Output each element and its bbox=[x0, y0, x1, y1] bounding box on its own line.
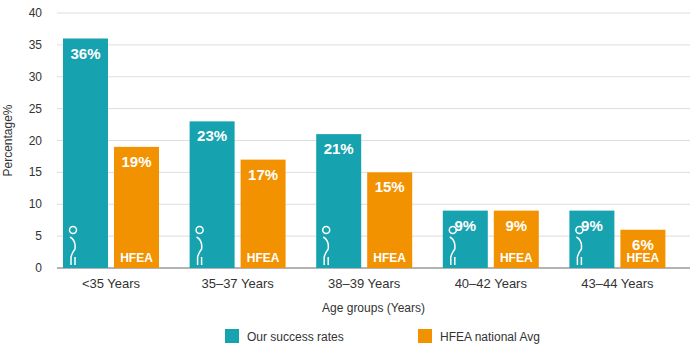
bar bbox=[114, 147, 159, 268]
grid-line bbox=[57, 140, 690, 141]
bar bbox=[63, 39, 108, 269]
y-tick-label: 20 bbox=[29, 134, 43, 148]
data-label: 15% bbox=[375, 178, 405, 195]
y-tick-label: 15 bbox=[29, 165, 43, 179]
bar bbox=[316, 134, 361, 268]
data-label: 23% bbox=[197, 127, 227, 144]
y-tick-label: 35 bbox=[29, 38, 43, 52]
icon-body bbox=[70, 237, 75, 265]
x-tick-label: 35–37 Years bbox=[201, 276, 274, 291]
data-label: 9% bbox=[505, 217, 527, 234]
y-tick-label: 25 bbox=[29, 102, 43, 116]
y-tick-label: 30 bbox=[29, 70, 43, 84]
data-label: 17% bbox=[248, 166, 278, 183]
data-label: 9% bbox=[454, 217, 476, 234]
bars bbox=[63, 39, 665, 269]
bar bbox=[241, 160, 286, 268]
bar-annotation: HFEA bbox=[500, 251, 533, 265]
icon bbox=[70, 227, 77, 266]
labels: <35 Years 36% 19% HFEA 35–37 Years 23% 17% HFEA… bbox=[70, 45, 660, 292]
bar bbox=[569, 211, 614, 268]
bar bbox=[443, 211, 488, 268]
bar-annotation: HFEA bbox=[247, 251, 280, 265]
bar-annotation: HFEA bbox=[373, 251, 406, 265]
icon bbox=[196, 227, 203, 266]
y-axis-title: Percentage% bbox=[1, 104, 15, 176]
icon-head bbox=[449, 227, 456, 234]
icon-body bbox=[323, 237, 328, 265]
x-tick-label: 38–39 Years bbox=[328, 276, 401, 291]
y-tick-label: 40 bbox=[29, 6, 43, 20]
bar bbox=[494, 211, 539, 268]
icon bbox=[449, 227, 456, 266]
legend-swatch bbox=[225, 329, 239, 343]
bar bbox=[367, 172, 412, 268]
icon-head bbox=[576, 227, 583, 234]
y-tick-label: 5 bbox=[35, 229, 42, 243]
legend-label: Our success rates bbox=[247, 330, 344, 344]
bar bbox=[620, 230, 665, 268]
icon-body bbox=[197, 237, 202, 265]
icon-body bbox=[576, 237, 581, 265]
x-tick-label: <35 Years bbox=[82, 276, 141, 291]
grid-line bbox=[57, 13, 690, 14]
data-label: 9% bbox=[581, 217, 603, 234]
grid-line bbox=[57, 44, 690, 45]
x-axis-title: Age groups (Years) bbox=[322, 301, 425, 315]
y-tick-label: 0 bbox=[35, 261, 42, 275]
x-tick-label: 43–44 Years bbox=[581, 276, 654, 291]
legend-label: HFEA national Avg bbox=[440, 330, 540, 344]
icon-head bbox=[196, 227, 203, 234]
icon-head bbox=[70, 227, 77, 234]
data-label: 36% bbox=[70, 45, 100, 62]
grid-line bbox=[57, 108, 690, 109]
bar bbox=[190, 121, 235, 268]
icon-head bbox=[323, 227, 330, 234]
data-label: 19% bbox=[121, 153, 151, 170]
chart: 0 5 10 15 20 25 30 35 40 Percentage% <35 Years 36% 1… bbox=[0, 0, 690, 356]
icon bbox=[576, 227, 583, 266]
legend-swatch bbox=[418, 329, 432, 343]
bar-annotation: HFEA bbox=[627, 251, 660, 265]
y-tick-label: 10 bbox=[29, 197, 43, 211]
x-tick-label: 40–42 Years bbox=[455, 276, 528, 291]
bar-annotation: HFEA bbox=[120, 251, 153, 265]
grid-line bbox=[57, 76, 690, 77]
icon bbox=[323, 227, 330, 266]
icon-body bbox=[450, 237, 455, 265]
data-label: 21% bbox=[324, 140, 354, 157]
